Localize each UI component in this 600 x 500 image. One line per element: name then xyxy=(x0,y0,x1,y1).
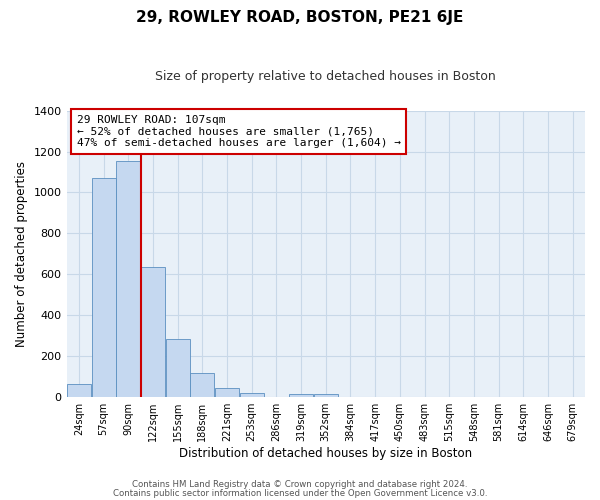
Title: Size of property relative to detached houses in Boston: Size of property relative to detached ho… xyxy=(155,70,496,83)
Bar xyxy=(314,394,338,397)
Bar xyxy=(92,178,116,397)
Bar xyxy=(190,372,214,397)
Bar xyxy=(240,392,263,397)
Y-axis label: Number of detached properties: Number of detached properties xyxy=(15,161,28,347)
Text: Contains HM Land Registry data © Crown copyright and database right 2024.: Contains HM Land Registry data © Crown c… xyxy=(132,480,468,489)
Text: 29 ROWLEY ROAD: 107sqm
← 52% of detached houses are smaller (1,765)
47% of semi-: 29 ROWLEY ROAD: 107sqm ← 52% of detached… xyxy=(77,115,401,148)
Bar xyxy=(141,267,165,397)
Text: Contains public sector information licensed under the Open Government Licence v3: Contains public sector information licen… xyxy=(113,488,487,498)
Text: 29, ROWLEY ROAD, BOSTON, PE21 6JE: 29, ROWLEY ROAD, BOSTON, PE21 6JE xyxy=(136,10,464,25)
Bar xyxy=(166,339,190,397)
Bar xyxy=(215,388,239,397)
Bar xyxy=(116,160,140,397)
X-axis label: Distribution of detached houses by size in Boston: Distribution of detached houses by size … xyxy=(179,447,472,460)
Bar xyxy=(67,384,91,397)
Bar xyxy=(289,394,313,397)
